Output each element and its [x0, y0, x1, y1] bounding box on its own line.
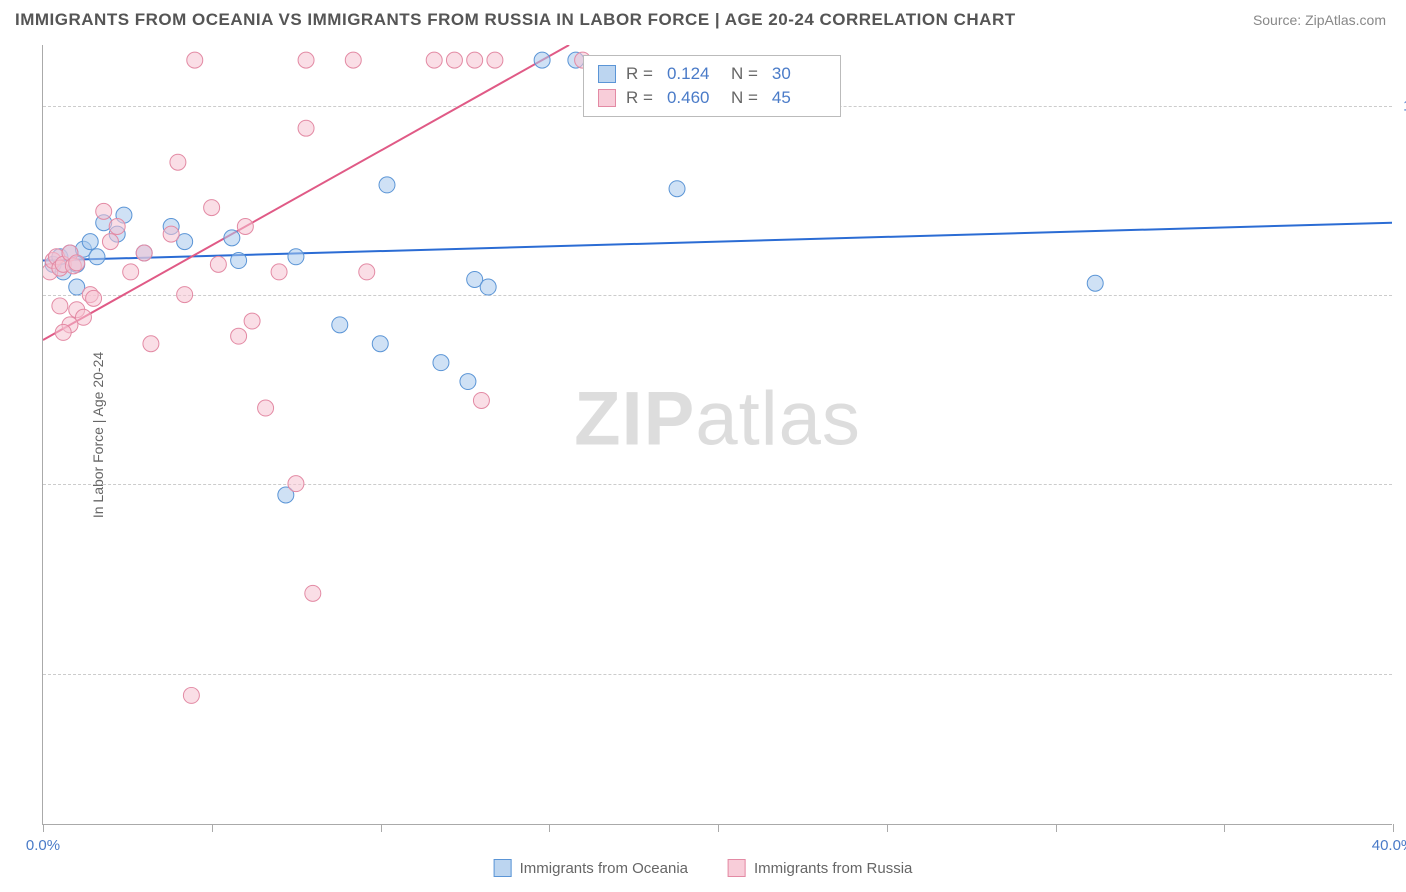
r-value: 0.124 [667, 64, 717, 84]
series-legend-item: Immigrants from Russia [728, 859, 912, 877]
series-label: Immigrants from Russia [754, 860, 912, 877]
data-point-russia [183, 687, 199, 703]
data-point-oceania [1087, 275, 1103, 291]
data-point-russia [426, 52, 442, 68]
x-tick [1224, 824, 1225, 832]
r-value: 0.460 [667, 88, 717, 108]
data-point-oceania [379, 177, 395, 193]
data-point-oceania [480, 279, 496, 295]
x-tick-label: 40.0% [1372, 837, 1406, 854]
data-point-russia [473, 392, 489, 408]
data-point-russia [288, 476, 304, 492]
data-point-oceania [224, 230, 240, 246]
r-label: R = [626, 64, 653, 84]
data-point-russia [271, 264, 287, 280]
data-point-oceania [372, 336, 388, 352]
data-point-russia [187, 52, 203, 68]
chart-title: IMMIGRANTS FROM OCEANIA VS IMMIGRANTS FR… [15, 10, 1016, 30]
data-point-russia [244, 313, 260, 329]
data-point-russia [258, 400, 274, 416]
data-point-russia [86, 290, 102, 306]
data-point-russia [359, 264, 375, 280]
data-point-oceania [332, 317, 348, 333]
data-point-oceania [288, 249, 304, 265]
r-label: R = [626, 88, 653, 108]
x-tick [212, 824, 213, 832]
legend-swatch [598, 89, 616, 107]
data-point-russia [163, 226, 179, 242]
data-point-russia [298, 120, 314, 136]
legend-swatch [728, 859, 746, 877]
data-point-russia [467, 52, 483, 68]
correlation-legend: R = 0.124 N = 30 R = 0.460 N = 45 [583, 55, 841, 117]
n-label: N = [731, 88, 758, 108]
data-point-russia [109, 219, 125, 235]
data-point-russia [96, 203, 112, 219]
source-label: Source: ZipAtlas.com [1253, 12, 1386, 28]
data-point-oceania [231, 253, 247, 269]
legend-row: R = 0.124 N = 30 [598, 62, 826, 86]
x-tick [381, 824, 382, 832]
data-point-russia [143, 336, 159, 352]
legend-swatch [494, 859, 512, 877]
data-point-oceania [89, 249, 105, 265]
data-point-russia [204, 200, 220, 216]
data-point-russia [345, 52, 361, 68]
data-point-russia [487, 52, 503, 68]
data-point-oceania [669, 181, 685, 197]
data-point-oceania [433, 355, 449, 371]
data-point-russia [170, 154, 186, 170]
data-point-oceania [82, 234, 98, 250]
n-label: N = [731, 64, 758, 84]
data-point-russia [102, 234, 118, 250]
x-tick [43, 824, 44, 832]
chart-area: In Labor Force | Age 20-24 25.0%50.0%75.… [42, 45, 1392, 825]
data-point-russia [123, 264, 139, 280]
x-tick [887, 824, 888, 832]
data-point-russia [298, 52, 314, 68]
data-point-russia [52, 298, 68, 314]
n-value: 30 [772, 64, 822, 84]
series-legend-item: Immigrants from Oceania [494, 859, 688, 877]
x-tick [549, 824, 550, 832]
data-point-oceania [460, 374, 476, 390]
data-point-russia [237, 219, 253, 235]
data-point-russia [177, 287, 193, 303]
data-point-russia [446, 52, 462, 68]
data-point-russia [136, 245, 152, 261]
data-point-russia [305, 585, 321, 601]
series-label: Immigrants from Oceania [520, 860, 688, 877]
trend-line-russia [43, 45, 569, 340]
x-tick-label: 0.0% [26, 837, 60, 854]
data-point-oceania [534, 52, 550, 68]
x-tick [1056, 824, 1057, 832]
legend-swatch [598, 65, 616, 83]
scatter-plot [43, 45, 1392, 824]
x-tick [1393, 824, 1394, 832]
series-legend: Immigrants from Oceania Immigrants from … [494, 859, 913, 877]
legend-row: R = 0.460 N = 45 [598, 86, 826, 110]
data-point-russia [231, 328, 247, 344]
data-point-russia [69, 255, 85, 271]
x-tick [718, 824, 719, 832]
data-point-russia [55, 324, 71, 340]
n-value: 45 [772, 88, 822, 108]
data-point-russia [210, 256, 226, 272]
